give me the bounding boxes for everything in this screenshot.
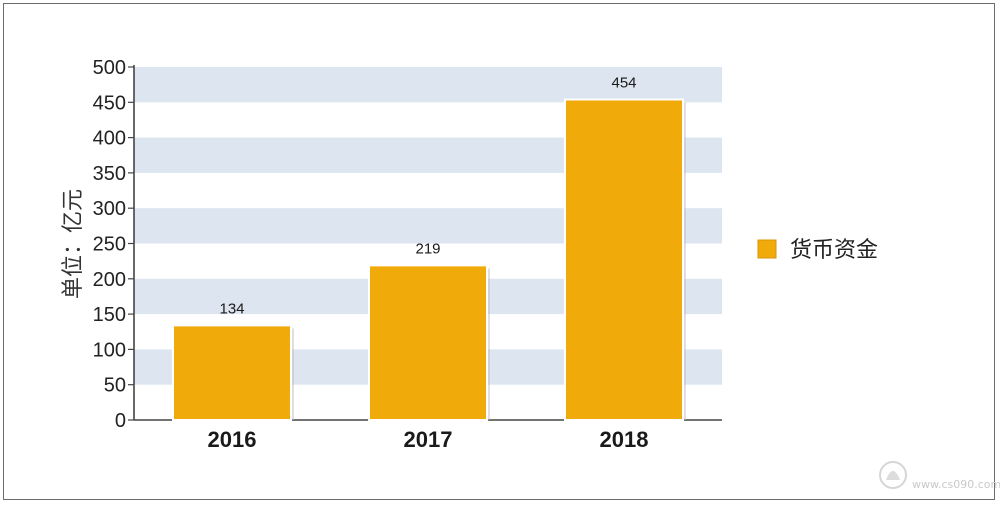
data-label: 454 [611,74,636,91]
y-tick-label: 350 [93,163,126,185]
y-tick-label: 50 [104,375,126,397]
legend-swatch [757,239,777,259]
y-tick-labels: 0 50 100 150 200 250 300 350 400 450 500 [93,57,126,432]
x-tick-label: 2017 [404,427,453,452]
y-tick-label: 300 [93,198,126,220]
legend: 货币资金 [757,238,878,263]
x-tick-labels: 2016 2017 2018 [208,427,649,452]
data-label: 134 [219,300,244,317]
y-tick-label: 500 [93,57,126,79]
y-tick-label: 250 [93,234,126,256]
bar [172,324,292,421]
x-tick-label: 2016 [208,427,257,452]
y-tick-label: 100 [93,339,126,361]
data-label: 219 [415,240,440,257]
y-tick-label: 0 [115,410,126,432]
y-tick-label: 200 [93,269,126,291]
grid-band [134,67,722,103]
y-tick-label: 400 [93,128,126,150]
y-tick-label: 150 [93,304,126,326]
legend-label: 货币资金 [790,238,878,263]
bars [172,98,686,421]
watermark-logo: www.cs090.com [879,461,1000,491]
bar [368,264,488,421]
bar [564,98,684,421]
x-tick-label: 2018 [600,427,649,452]
watermark-text: www.cs090.com [912,478,1000,491]
y-tick-label: 450 [93,92,126,114]
y-axis-label: 单位：亿元 [61,189,86,299]
data-labels: 134 219 454 [219,74,636,317]
